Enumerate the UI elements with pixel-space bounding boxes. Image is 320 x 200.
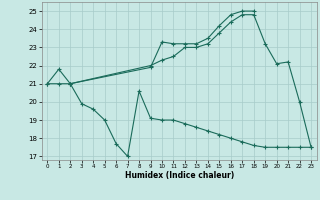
X-axis label: Humidex (Indice chaleur): Humidex (Indice chaleur) — [124, 171, 234, 180]
